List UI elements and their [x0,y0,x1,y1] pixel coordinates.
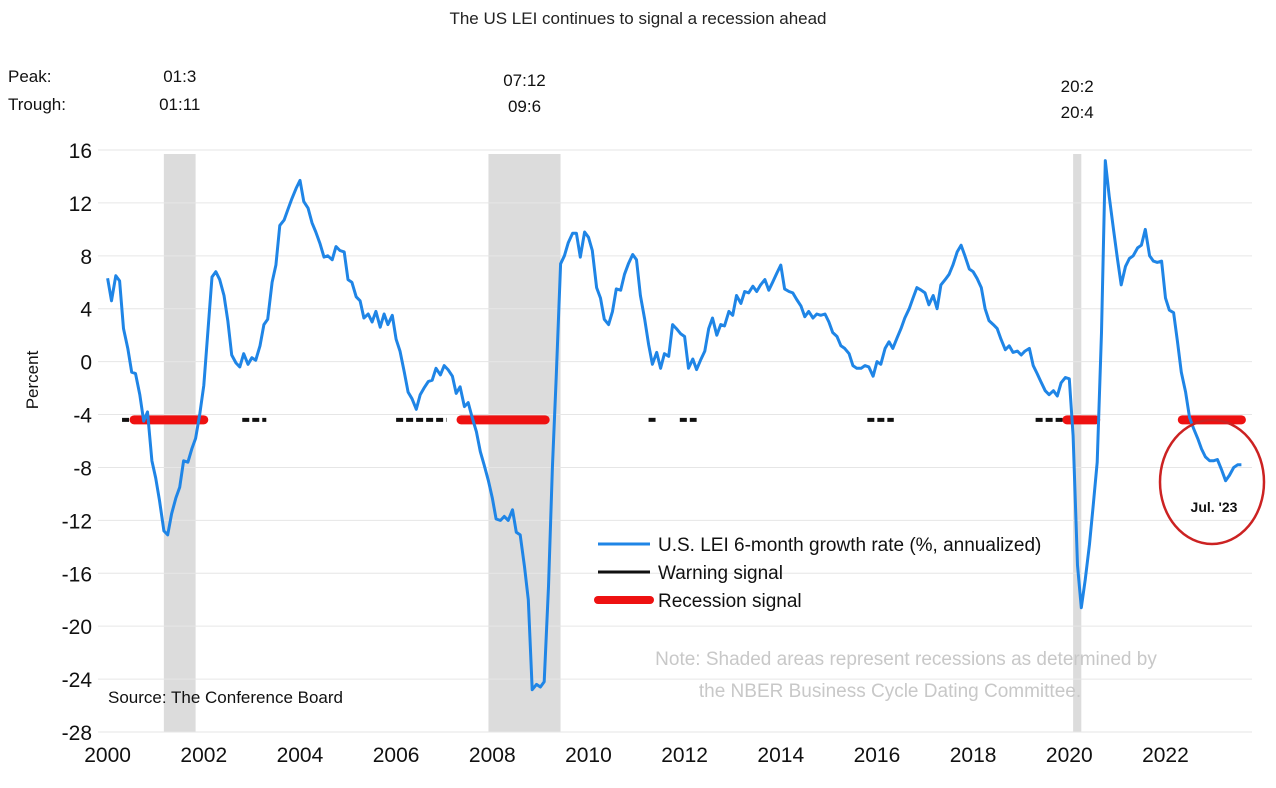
x-tick-label: 2006 [373,744,420,767]
y-tick-label: -12 [62,510,92,533]
legend: U.S. LEI 6-month growth rate (%, annuali… [594,535,1041,612]
x-tick-label: 2008 [469,744,516,767]
y-tick-label: 4 [80,299,92,322]
trough-label-0: 01:11 [159,95,200,114]
y-tick-label: -16 [62,563,92,586]
callout-label: Jul. '23 [1191,499,1238,515]
legend-label-warning: Warning signal [658,563,783,584]
x-tick-label: 2016 [854,744,901,767]
x-tick-label: 2002 [180,744,227,767]
y-tick-label: 0 [80,352,92,375]
peak-trough-labels: 01:3 01:11 07:12 09:6 20:2 20:4 [159,67,1094,122]
chart-title: The US LEI continues to signal a recessi… [449,9,826,28]
peak-label-2: 20:2 [1061,77,1094,96]
x-tick-label: 2018 [950,744,997,767]
peak-label-0: 01:3 [163,67,196,86]
y-axis-ticks: 16 12 8 4 0 -4 -8 -12 -16 -20 -24 -28 [62,140,93,745]
recession-band-1 [488,154,561,732]
recession-band-0 [163,154,196,732]
peak-label-1: 07:12 [503,71,546,90]
recession-band-2 [1073,154,1082,732]
series-line-lei [106,159,1242,692]
y-tick-label: -8 [73,457,92,480]
x-tick-label: 2010 [565,744,612,767]
x-tick-label: 2012 [661,744,708,767]
recession-shading [163,154,1082,732]
x-tick-label: 2020 [1046,744,1093,767]
y-tick-label: 12 [69,193,92,216]
y-axis-label: Percent [23,350,42,409]
x-tick-label: 2022 [1142,744,1189,767]
trough-row-label: Trough: [8,95,66,114]
trough-label-2: 20:4 [1061,103,1094,122]
y-tick-label: 8 [80,246,92,269]
y-tick-label: 16 [69,140,92,163]
x-tick-label: 2014 [757,744,804,767]
x-tick-label: 2000 [84,744,131,767]
note-line-1: Note: Shaded areas represent recessions … [655,649,1157,670]
x-axis-ticks: 2000 2002 2004 2006 2008 2010 2012 2014 2016 2018… [84,744,1189,767]
source-label: Source: The Conference Board [108,688,343,707]
y-tick-label: -28 [62,722,92,745]
callout-ellipse [1158,418,1266,546]
legend-label-recession: Recession signal [658,591,802,612]
y-tick-label: -4 [73,405,92,428]
gridlines [98,149,1252,733]
trough-label-1: 09:6 [508,97,541,116]
x-tick-label: 2004 [277,744,324,767]
peak-row-label: Peak: [8,67,51,86]
y-tick-label: -20 [62,616,92,639]
note-line-2: the NBER Business Cycle Dating Committee… [699,681,1081,702]
legend-label-lei: U.S. LEI 6-month growth rate (%, annuali… [658,535,1041,556]
y-tick-label: -24 [62,669,93,692]
